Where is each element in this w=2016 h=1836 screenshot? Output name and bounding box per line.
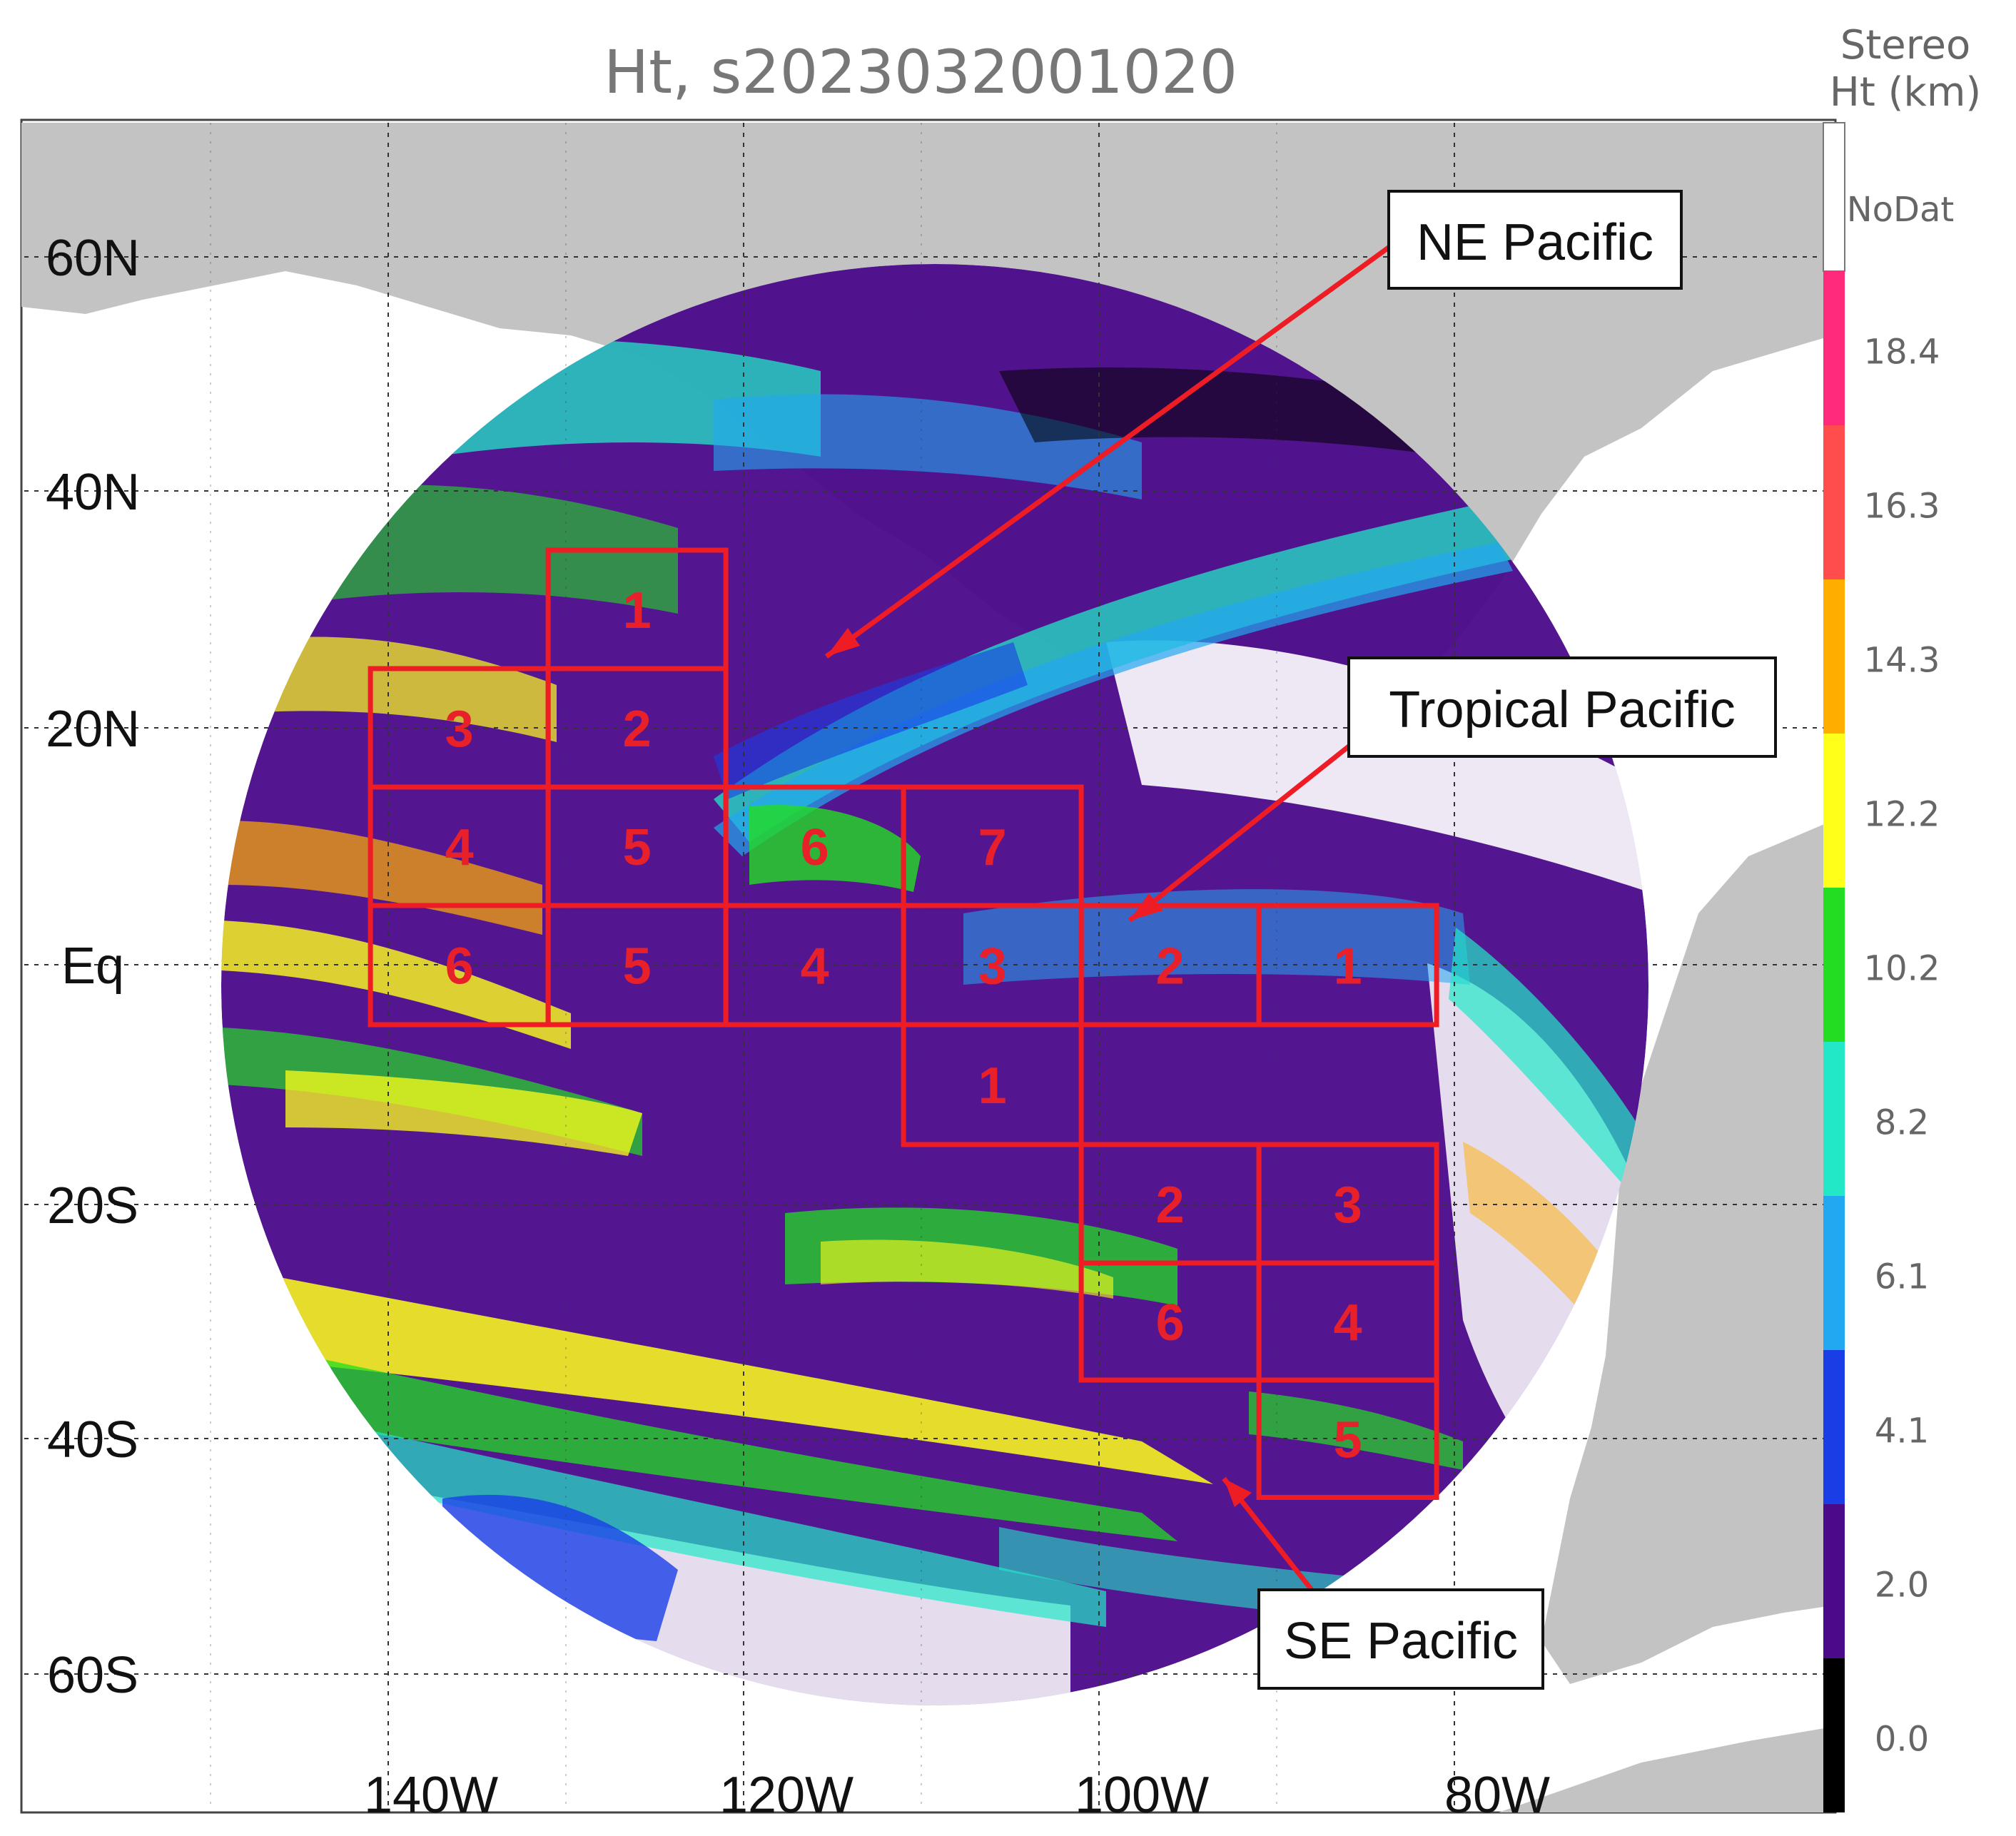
latitude-labels: 60N 40N 20N Eq 20S 40S 60S <box>46 230 140 1704</box>
colorbar-swatch <box>1823 579 1845 734</box>
colorbar-swatch <box>1823 1350 1845 1504</box>
region-box-number: 1 <box>1334 938 1362 995</box>
region-se-pacific: 1 2 3 4 5 6 <box>901 1022 1439 1500</box>
callout-label-se: SE Pacific <box>1284 1613 1518 1670</box>
latitude-label: 20N <box>46 701 140 758</box>
arrowhead-ne <box>826 628 860 656</box>
region-box-number: 1 <box>623 582 652 639</box>
longitude-label: 140W <box>364 1767 498 1824</box>
latitude-label: 20S <box>47 1177 138 1234</box>
colorbar-tick-label: 12.2 <box>1864 795 1940 835</box>
colorbar-swatch <box>1823 888 1845 1042</box>
region-box-number: 5 <box>623 938 652 995</box>
region-box-number: 6 <box>801 819 829 876</box>
latitude-label: 60N <box>46 230 140 287</box>
callout-box-tropical <box>1347 656 1777 758</box>
colorbar-tick-label: 10.2 <box>1864 949 1940 989</box>
region-box-number: 4 <box>445 819 474 876</box>
colorbar-swatch <box>1823 1042 1845 1196</box>
arrowhead-tropical <box>1130 893 1163 920</box>
colorbar-swatch <box>1823 1196 1845 1350</box>
longitude-labels: 140W 120W 100W 80W <box>364 1767 1550 1824</box>
colorbar-nodata-label: NoDat <box>1847 190 1954 230</box>
colorbar-tick-label: 2.0 <box>1875 1566 1929 1606</box>
colorbar-tick-label: 16.3 <box>1864 487 1940 527</box>
colorbar-tick-label: 8.2 <box>1875 1103 1929 1143</box>
region-boxes: 1 2 3 4 5 6 7 1 2 3 4 5 6 1 2 3 4 5 6 <box>368 547 1439 1500</box>
region-box-number: 2 <box>623 701 652 758</box>
region-box-number: 3 <box>1334 1177 1362 1234</box>
colorbar-swatch <box>1823 1504 1845 1658</box>
callout-label-ne: NE Pacific <box>1417 214 1653 271</box>
region-box-number: 2 <box>1156 938 1185 995</box>
region-box-number: 1 <box>978 1058 1007 1115</box>
callout-box-se <box>1257 1588 1544 1690</box>
colorbar-title-line2: Ht (km) <box>1830 69 1982 116</box>
graticule <box>24 123 1833 1810</box>
callout-se-pacific: SE Pacific <box>1222 1476 1544 1690</box>
longitude-label: 120W <box>719 1767 853 1824</box>
arrowhead-se <box>1224 1479 1252 1507</box>
region-box-number: 3 <box>445 701 474 758</box>
region-box-number: 7 <box>978 819 1007 876</box>
region-box-number: 4 <box>1334 1294 1362 1351</box>
callout-arrow-ne <box>824 239 1399 659</box>
callout-arrow-tropical <box>1128 739 1358 923</box>
longitude-label: 80W <box>1444 1767 1550 1824</box>
latitude-label: 60S <box>47 1647 138 1704</box>
region-box-number: 5 <box>1334 1411 1362 1469</box>
colorbar-swatch <box>1823 734 1845 888</box>
callout-tropical-pacific: Tropical Pacific <box>1128 656 1777 923</box>
region-box <box>1256 1377 1439 1500</box>
region-box-number: 6 <box>1156 1294 1185 1351</box>
land-antarctic-tip <box>1499 1727 1833 1812</box>
region-box-number: 5 <box>623 819 652 876</box>
latitude-label: Eq <box>61 938 124 995</box>
colorbar-levels: 18.4 16.3 14.3 12.2 10.2 8.2 6.1 4.1 2.0 0.0 <box>1823 271 1940 1812</box>
colorbar-swatch <box>1823 1658 1845 1812</box>
latitude-label: 40S <box>47 1411 138 1469</box>
longitude-label: 100W <box>1075 1767 1209 1824</box>
colorbar-tick-label: 0.0 <box>1875 1720 1929 1760</box>
region-box-number: 2 <box>1156 1177 1185 1234</box>
callout-box-ne <box>1387 190 1683 290</box>
colorbar-title-line1: Stereo <box>1840 22 1970 69</box>
callout-label-tropical: Tropical Pacific <box>1389 681 1735 739</box>
colorbar-tick-label: 18.4 <box>1864 333 1940 372</box>
region-ne-pacific: 1 2 3 4 5 6 7 <box>368 547 1084 908</box>
colorbar: Stereo Ht (km) NoDat 18.4 16.3 14.3 12.2 10.… <box>1823 22 1981 1812</box>
region-box <box>1078 1260 1262 1383</box>
colorbar-tick-label: 6.1 <box>1875 1257 1929 1297</box>
latitude-label: 40N <box>46 464 140 521</box>
region-box-number: 3 <box>978 938 1007 995</box>
colorbar-tick-label: 14.3 <box>1864 641 1940 681</box>
colorbar-nodata-swatch <box>1823 122 1845 272</box>
map-title: Ht, s2023032001020 <box>604 37 1237 107</box>
callout-ne-pacific: NE Pacific <box>824 190 1683 659</box>
colorbar-swatch <box>1823 271 1845 425</box>
region-box <box>901 1022 1084 1147</box>
colorbar-tick-label: 4.1 <box>1875 1411 1929 1451</box>
region-box-number: 4 <box>801 938 829 995</box>
region-tropical-pacific: 1 2 3 4 5 6 <box>368 903 1439 1028</box>
colorbar-swatch <box>1823 425 1845 579</box>
cloud-height-swaths <box>221 264 1648 1705</box>
map-panel: 60N 40N 20N Eq 20S 40S 60S 140W 120W 100W 80W 1 2 3… <box>20 118 1837 1824</box>
region-box <box>368 903 551 1028</box>
land-south-america <box>1541 821 1833 1684</box>
region-box-number: 6 <box>445 938 474 995</box>
